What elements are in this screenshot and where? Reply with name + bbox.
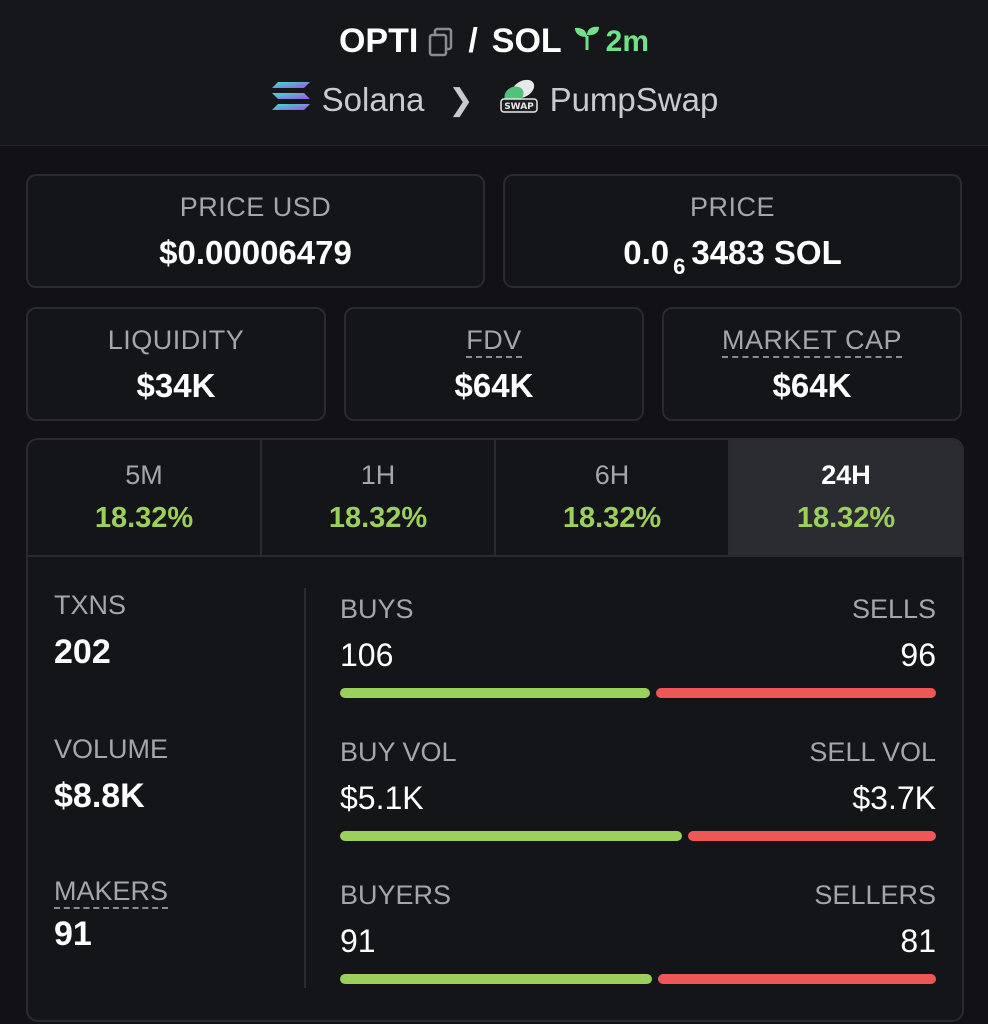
sells-bar-fill [656, 688, 936, 698]
buys-bar-fill [340, 688, 650, 698]
sprout-icon [572, 24, 602, 60]
stats-panel: 5M 18.32% 1H 18.32% 6H 18.32% 24H 18.32%… [26, 438, 964, 1022]
tab-6h-change: 18.32% [562, 502, 662, 534]
buyers-value: 91 [340, 923, 376, 959]
txns-label: TXNS [54, 590, 127, 620]
timeframe-tabs: 5M 18.32% 1H 18.32% 6H 18.32% 24H 18.32% [28, 440, 962, 557]
price-usd-label: PRICE USD [179, 192, 332, 222]
fdv-value: $64K [454, 367, 534, 404]
sellers-value: 81 [900, 923, 936, 959]
buy-vol-bar-fill [340, 831, 682, 841]
tab-5m-change: 18.32% [94, 502, 194, 534]
txns-bar-block: BUYS SELLS 106 96 [340, 594, 936, 698]
column-divider [304, 588, 306, 988]
tab-24h[interactable]: 24H 18.32% [730, 440, 962, 555]
solana-icon [270, 80, 312, 120]
sells-label: SELLS [851, 594, 936, 624]
price-usd-value: $0.00006479 [159, 234, 352, 271]
tab-24h-label: 24H [821, 460, 871, 490]
price-native-zero-count: 6 [673, 254, 686, 279]
fdv-label[interactable]: FDV [466, 325, 522, 358]
tab-24h-change: 18.32% [796, 502, 896, 534]
price-native-card: PRICE 0.0 6 3483 SOL [503, 174, 962, 288]
volume-value: $8.8K [54, 777, 145, 815]
pair-separator: / [468, 22, 478, 60]
txns-ratio-bar [340, 688, 936, 698]
makers-label[interactable]: MAKERS [54, 876, 169, 909]
buy-vol-value: $5.1K [340, 780, 424, 816]
txns-metric: TXNS 202 [54, 590, 126, 672]
volume-label: VOLUME [54, 734, 169, 764]
market-cap-label[interactable]: MARKET CAP [721, 325, 903, 358]
liquidity-label: LIQUIDITY [107, 325, 245, 355]
tab-1h-label: 1H [360, 460, 396, 490]
chevron-right-icon: ❯ [448, 83, 474, 117]
dex-badge-text: SWAP [504, 102, 534, 112]
volume-ratio-bar [340, 831, 936, 841]
tab-6h-label: 6H [594, 460, 630, 490]
volume-bar-block: BUY VOL SELL VOL $5.1K $3.7K [340, 737, 936, 841]
breadcrumb: Solana ❯ SWAP PumpSwap [0, 78, 988, 122]
pair-age: 2m [572, 24, 649, 60]
market-cap-card: MARKET CAP $64K [662, 307, 962, 421]
price-native-label: PRICE [689, 192, 776, 222]
dex-link[interactable]: PumpSwap [549, 81, 719, 118]
quote-token-symbol: SOL [491, 22, 562, 60]
liquidity-card: LIQUIDITY $34K [26, 307, 326, 421]
makers-metric: MAKERS 91 [54, 876, 169, 954]
tab-1h-change: 18.32% [328, 502, 428, 534]
fdv-card: FDV $64K [344, 307, 644, 421]
makers-ratio-bar [340, 974, 936, 984]
market-cap-value: $64K [772, 367, 852, 404]
sellers-bar-fill [658, 974, 936, 984]
pumpswap-icon: SWAP [498, 78, 540, 122]
pair-age-value: 2m [605, 24, 650, 58]
buy-vol-label: BUY VOL [340, 737, 457, 767]
chain-link[interactable]: Solana [321, 81, 425, 118]
tab-6h[interactable]: 6H 18.32% [496, 440, 730, 555]
volume-metric: VOLUME $8.8K [54, 734, 168, 816]
sells-value: 96 [900, 637, 936, 673]
makers-bar-block: BUYERS SELLERS 91 81 [340, 880, 936, 984]
txns-value: 202 [54, 633, 111, 671]
price-native-prefix: 0.0 [623, 234, 670, 271]
price-native-suffix: 3483 SOL [691, 234, 842, 271]
buys-value: 106 [340, 637, 394, 673]
tab-5m-label: 5M [125, 460, 163, 490]
copy-icon[interactable] [428, 27, 454, 57]
tab-5m[interactable]: 5M 18.32% [28, 440, 262, 555]
buyers-bar-fill [340, 974, 652, 984]
buys-label: BUYS [340, 594, 414, 624]
tab-1h[interactable]: 1H 18.32% [262, 440, 496, 555]
pair-header: OPTI / SOL 2m [0, 0, 988, 146]
buyers-label: BUYERS [340, 880, 452, 910]
base-token-symbol: OPTI [338, 22, 419, 60]
sell-vol-bar-fill [688, 831, 936, 841]
makers-value: 91 [54, 915, 92, 953]
price-usd-card: PRICE USD $0.00006479 [26, 174, 485, 288]
price-native-value: 0.0 6 3483 SOL [505, 234, 960, 279]
pair-title: OPTI / SOL 2m [0, 22, 988, 61]
sell-vol-label: SELL VOL [809, 737, 936, 767]
liquidity-value: $34K [136, 367, 216, 404]
sell-vol-value: $3.7K [852, 780, 936, 816]
sellers-label: SELLERS [814, 880, 936, 910]
